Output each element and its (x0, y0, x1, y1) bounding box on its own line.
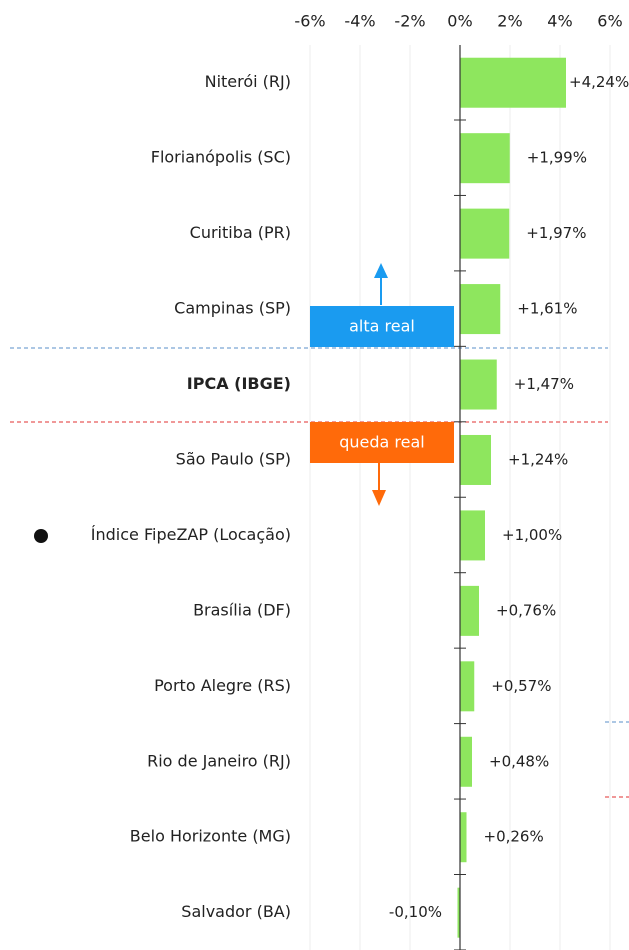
value-label: +1,99% (527, 149, 587, 167)
x-tick-label: 0% (447, 12, 472, 31)
value-label: +4,24% (569, 73, 629, 91)
value-label: +0,76% (496, 601, 556, 619)
x-tick-label: -2% (394, 12, 425, 31)
value-label: +1,00% (502, 526, 562, 544)
bar (460, 133, 510, 184)
value-label: +1,97% (526, 224, 586, 242)
category-label: Índice FipeZAP (Locação) (91, 525, 291, 544)
category-label: Florianópolis (SC) (151, 148, 291, 167)
category-label: Brasília (DF) (193, 600, 291, 619)
bar (460, 812, 467, 863)
category-label: Belo Horizonte (MG) (130, 827, 291, 846)
value-label: +1,24% (508, 450, 568, 468)
bar (460, 284, 501, 335)
arrow-head (372, 490, 386, 506)
x-tick-label: 4% (547, 12, 572, 31)
bar (460, 57, 566, 108)
queda-box (310, 422, 454, 463)
x-tick-label: -6% (294, 12, 325, 31)
x-tick-label: 6% (597, 12, 622, 31)
category-label: Niterói (RJ) (205, 72, 291, 91)
category-label: Campinas (SP) (174, 299, 291, 318)
alta-label: alta real (349, 317, 415, 336)
category-label: Curitiba (PR) (190, 223, 291, 242)
value-label: +1,47% (514, 375, 574, 393)
queda-label: queda real (339, 433, 425, 452)
bullet (34, 529, 48, 543)
bar (460, 510, 485, 561)
category-label: Porto Alegre (RS) (154, 676, 291, 695)
category-label: São Paulo (SP) (176, 449, 291, 468)
bar (460, 434, 491, 485)
category-label: Rio de Janeiro (RJ) (147, 751, 291, 770)
value-label: +0,48% (489, 752, 549, 770)
x-tick-label: 2% (497, 12, 522, 31)
category-label: IPCA (IBGE) (187, 374, 291, 393)
arrow-head (374, 263, 388, 278)
bar (460, 208, 510, 259)
value-label: +0,26% (484, 828, 544, 846)
bar (457, 887, 460, 938)
bar (460, 736, 472, 787)
x-tick-label: -4% (344, 12, 375, 31)
bar (460, 585, 479, 636)
alta-box (310, 306, 454, 347)
category-label: Salvador (BA) (181, 902, 291, 921)
value-label: -0,10% (389, 903, 442, 921)
bar (460, 359, 497, 410)
value-label: +0,57% (491, 677, 551, 695)
bar (460, 661, 475, 712)
value-label: +1,61% (517, 300, 577, 318)
